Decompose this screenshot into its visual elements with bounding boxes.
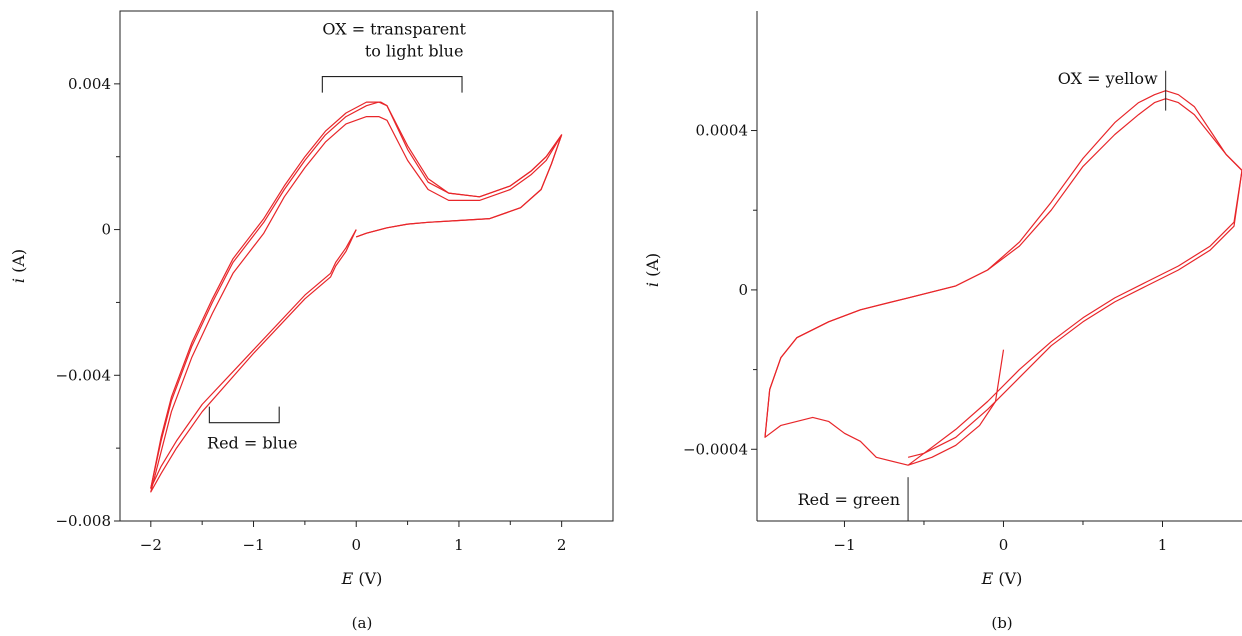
x-tick-label: −2 (140, 536, 162, 554)
y-tick-label: −0.008 (55, 512, 111, 530)
y-axis-unit-b: (A) (643, 253, 662, 282)
y-axis-symbol-b: i (643, 282, 662, 287)
y-tick-label: 0 (101, 221, 111, 239)
chart-panel-a: −2 −1 0 1 2 −0.008 −0.004 0 0.004 OX = transpar… (9, 10, 614, 632)
series-line-a-1 (150, 101, 563, 489)
series-line-b-1 (764, 90, 1242, 466)
x-tick-label: −1 (833, 536, 855, 554)
x-tick-label: 0 (999, 536, 1009, 554)
tick-group-a (114, 83, 563, 527)
annotation-text-b-2: Red = green (798, 490, 900, 509)
y-tick-label: −0.0004 (683, 440, 748, 458)
series-line-a-3 (150, 101, 563, 489)
x-axis-unit-a: (V) (353, 569, 382, 588)
x-tick-label: 1 (1158, 536, 1168, 554)
y-axis-label-b: i (A) (643, 253, 662, 287)
y-tick-labels-b: −0.0004 0 0.0004 (683, 122, 748, 459)
y-axis-symbol-a: i (9, 278, 28, 283)
x-tick-label: 2 (557, 536, 567, 554)
x-axis-symbol-a: E (341, 569, 354, 588)
series-line-b-2 (764, 98, 1242, 458)
annotation-text-b-1: OX = yellow (1058, 69, 1158, 88)
y-axis-label-a: i (A) (9, 249, 28, 283)
plot-frame-a (119, 10, 614, 522)
y-tick-labels-a: −0.008 −0.004 0 0.004 (55, 75, 111, 530)
x-tick-labels-b: −1 0 1 (833, 536, 1167, 554)
x-axis-symbol-b: E (981, 569, 994, 588)
caption-a: (a) (352, 614, 373, 632)
annotation-text-a-1: to light blue (365, 42, 464, 61)
x-axis-label-a: E (V) (341, 569, 383, 588)
y-tick-label: 0.0004 (696, 122, 749, 140)
y-tick-label: 0 (738, 281, 748, 299)
x-axis-label-b: E (V) (981, 569, 1023, 588)
annotation-text-a-1: OX = transparent (322, 20, 466, 39)
chart-panel-b: −1 0 1 −0.0004 0 0.0004 OX = yellow Red = gre… (643, 11, 1242, 632)
y-tick-label: −0.004 (55, 366, 111, 384)
annotation-bracket-a-1 (321, 76, 463, 93)
x-tick-label: 1 (454, 536, 464, 554)
y-axis-unit-a: (A) (9, 249, 28, 278)
series-line-a-2 (150, 115, 563, 493)
x-tick-labels-a: −2 −1 0 1 2 (140, 536, 567, 554)
series-group-b (764, 90, 1242, 466)
x-axis-unit-b: (V) (993, 569, 1022, 588)
y-tick-label: 0.004 (68, 75, 111, 93)
tick-group-b (751, 130, 1163, 527)
annotation-group-b: OX = yellow Red = green (798, 69, 1167, 521)
annotation-bracket-a-2 (208, 406, 280, 424)
x-tick-label: −1 (242, 536, 264, 554)
series-group-a (150, 101, 563, 493)
x-tick-label: 0 (351, 536, 361, 554)
annotation-group-a: OX = transparent to light blue Red = blue (207, 20, 466, 453)
annotation-text-a-2: Red = blue (207, 434, 297, 453)
caption-b: (b) (991, 614, 1012, 632)
